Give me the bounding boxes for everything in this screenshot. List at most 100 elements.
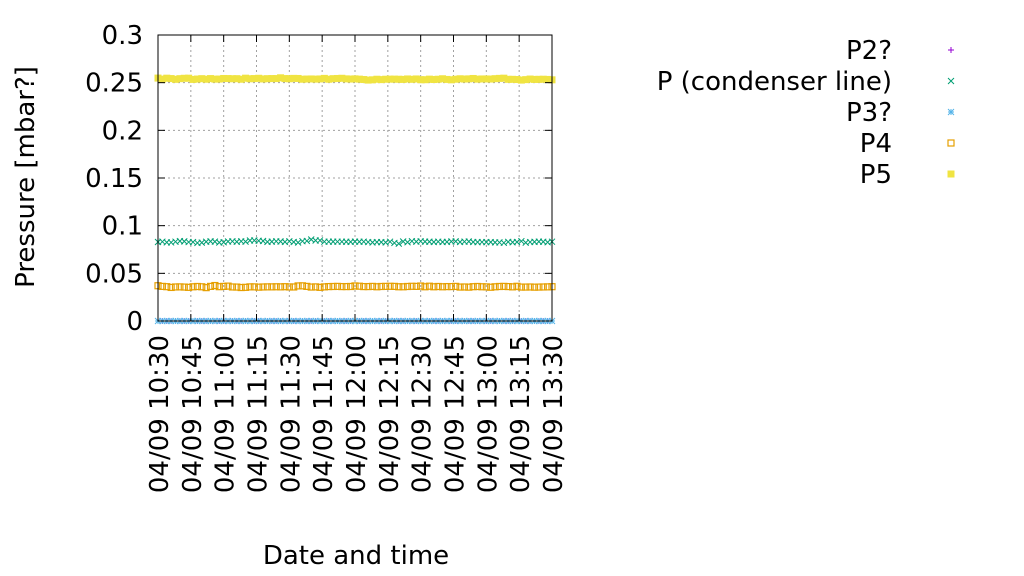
- x-axis-title: Date and time: [263, 541, 449, 571]
- data-point: [434, 75, 442, 83]
- data-point: [276, 283, 285, 291]
- data-point: [307, 236, 315, 243]
- data-point: [172, 75, 180, 83]
- y-axis-tick-labels: 0 0.05 0.1 0.15 0.2 0.25 0.3: [85, 21, 143, 337]
- data-point: [333, 282, 342, 290]
- data-point: [539, 283, 547, 291]
- data-point: [447, 76, 455, 84]
- data-point: [487, 75, 495, 83]
- data-point: [478, 75, 486, 83]
- data-point: [185, 283, 193, 291]
- data-point: [163, 74, 171, 82]
- data-point: [333, 74, 341, 82]
- data-point: [241, 283, 250, 291]
- data-point: [465, 283, 473, 291]
- data-point: [215, 75, 223, 83]
- y-tick-label: 0.05: [85, 259, 143, 289]
- data-point: [303, 237, 311, 245]
- data-point: [456, 283, 464, 291]
- x-tick-label: 04/09 11:15: [244, 335, 274, 493]
- data-point: [443, 282, 451, 291]
- legend-marker: [948, 47, 954, 53]
- data-point: [316, 283, 324, 291]
- data-point: [246, 283, 254, 291]
- data-point: [233, 75, 241, 83]
- data-point: [338, 282, 346, 291]
- data-point: [263, 75, 271, 83]
- y-tick-label: 0.25: [85, 69, 143, 99]
- data-point: [347, 75, 355, 83]
- data-point: [478, 283, 486, 291]
- data-point: [342, 282, 350, 291]
- data-point: [517, 283, 525, 291]
- data-point: [539, 75, 547, 83]
- data-point: [518, 237, 525, 245]
- data-point: [469, 283, 477, 291]
- data-point: [377, 76, 385, 84]
- legend-label: P3?: [846, 98, 892, 128]
- data-point: [425, 282, 434, 290]
- data-point: [421, 283, 429, 291]
- data-point: [390, 282, 398, 290]
- data-point: [320, 74, 328, 82]
- y-tick-label: 0.3: [102, 21, 143, 51]
- data-point: [417, 282, 425, 290]
- data-point: [285, 283, 293, 291]
- data-point: [526, 75, 534, 83]
- data-point: [281, 283, 289, 291]
- data-point: [351, 282, 359, 290]
- data-point: [360, 76, 368, 84]
- data-point: [189, 75, 197, 83]
- data-point: [312, 283, 320, 291]
- x-tick-label: 04/09 13:30: [539, 335, 569, 493]
- data-point: [425, 75, 433, 83]
- data-point: [482, 283, 490, 291]
- data-point: [320, 283, 328, 291]
- data-point: [399, 283, 407, 291]
- data-point: [408, 282, 416, 290]
- data-point: [224, 75, 232, 83]
- data-point: [373, 283, 381, 291]
- data-point: [434, 282, 442, 291]
- data-point: [504, 282, 512, 291]
- data-point: [167, 283, 175, 292]
- grid-lines: [158, 35, 552, 321]
- legend-marker: [947, 77, 955, 85]
- data-point: [373, 75, 381, 83]
- data-point: [263, 283, 272, 291]
- data-point: [220, 282, 228, 290]
- data-point: [369, 76, 377, 84]
- data-point: [303, 282, 311, 290]
- data-point: [403, 282, 412, 291]
- series-4-points: [154, 281, 556, 292]
- data-point: [355, 282, 363, 290]
- x-tick-label: 04/09 11:00: [211, 335, 241, 493]
- data-point: [316, 237, 324, 244]
- data-point: [329, 282, 337, 291]
- data-point: [500, 74, 508, 82]
- data-point: [250, 283, 258, 291]
- x-tick-label: 04/09 10:30: [145, 335, 175, 493]
- data-point: [158, 282, 166, 290]
- data-point: [535, 75, 543, 83]
- data-point: [517, 76, 525, 84]
- data-point: [530, 75, 538, 83]
- data-point: [504, 75, 512, 83]
- x-tick-label: 04/09 12:15: [375, 335, 405, 493]
- data-point: [255, 283, 263, 291]
- x-tick-label: 04/09 10:45: [178, 335, 208, 493]
- data-point: [382, 282, 390, 290]
- data-point: [163, 283, 171, 291]
- data-point: [298, 75, 306, 83]
- data-point: [277, 74, 285, 82]
- data-point: [452, 282, 460, 290]
- data-point: [395, 75, 403, 83]
- data-point: [290, 283, 298, 291]
- legend-label: P2?: [846, 36, 892, 66]
- data-point: [207, 75, 215, 83]
- data-point: [255, 74, 263, 82]
- data-point: [355, 75, 363, 83]
- data-point: [360, 282, 368, 291]
- y-axis-title: Pressure [mbar?]: [11, 66, 41, 288]
